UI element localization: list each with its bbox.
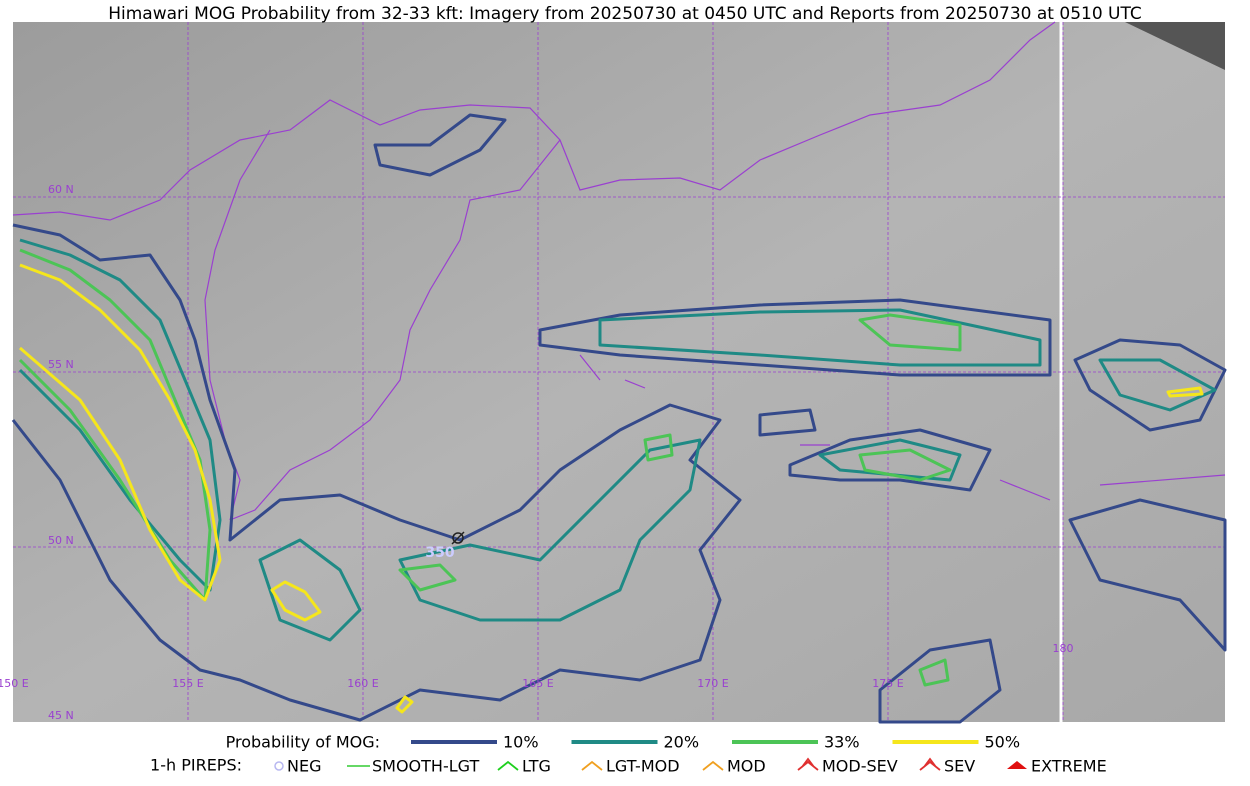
lat-label: 50 N	[48, 534, 74, 547]
lon-label: 165 E	[522, 677, 553, 690]
legend-title: Probability of MOG:	[226, 733, 380, 752]
pirep-label: LTG	[522, 757, 551, 776]
pirep-symbol	[702, 760, 724, 771]
coastlines	[12, 21, 1226, 521]
contours	[11, 113, 1227, 724]
legend-label: 20%	[664, 733, 700, 752]
lon-label: 180	[1053, 642, 1074, 655]
no-data	[1125, 22, 1225, 70]
legend-label: 33%	[824, 733, 860, 752]
pirep-label: EXTREME	[1031, 757, 1107, 776]
legend-title: 1-h PIREPS:	[150, 756, 242, 775]
lon-label: 155 E	[172, 677, 203, 690]
pirep-label: MOD-SEV	[822, 757, 898, 776]
graticule	[13, 22, 1225, 722]
report-altitude: 350	[425, 545, 454, 561]
pirep-symbol	[919, 757, 941, 771]
pirep-neg	[451, 531, 465, 545]
pirep-symbol	[797, 757, 819, 771]
pirep-label: NEG	[287, 757, 321, 776]
pirep-symbol	[274, 761, 284, 771]
lon-label: 170 E	[697, 677, 728, 690]
pirep-label: LGT-MOD	[606, 757, 680, 776]
pirep-label: SMOOTH-LGT	[372, 757, 479, 776]
pirep-symbol	[581, 760, 603, 771]
legend-label: 50%	[985, 733, 1021, 752]
lat-label: 60 N	[48, 183, 74, 196]
pirep-label: MOD	[727, 757, 766, 776]
legend-label: 10%	[503, 733, 539, 752]
lon-label: 150 E	[0, 677, 29, 690]
lat-label: 55 N	[48, 358, 74, 371]
lon-label: 175 E	[872, 677, 903, 690]
lon-label: 160 E	[347, 677, 378, 690]
pirep-label: SEV	[944, 757, 975, 776]
pirep-symbol	[497, 760, 519, 771]
pirep-symbol	[1007, 761, 1027, 769]
title: Himawari MOG Probability from 32-33 kft:…	[108, 4, 1142, 24]
lat-label: 45 N	[48, 709, 74, 722]
